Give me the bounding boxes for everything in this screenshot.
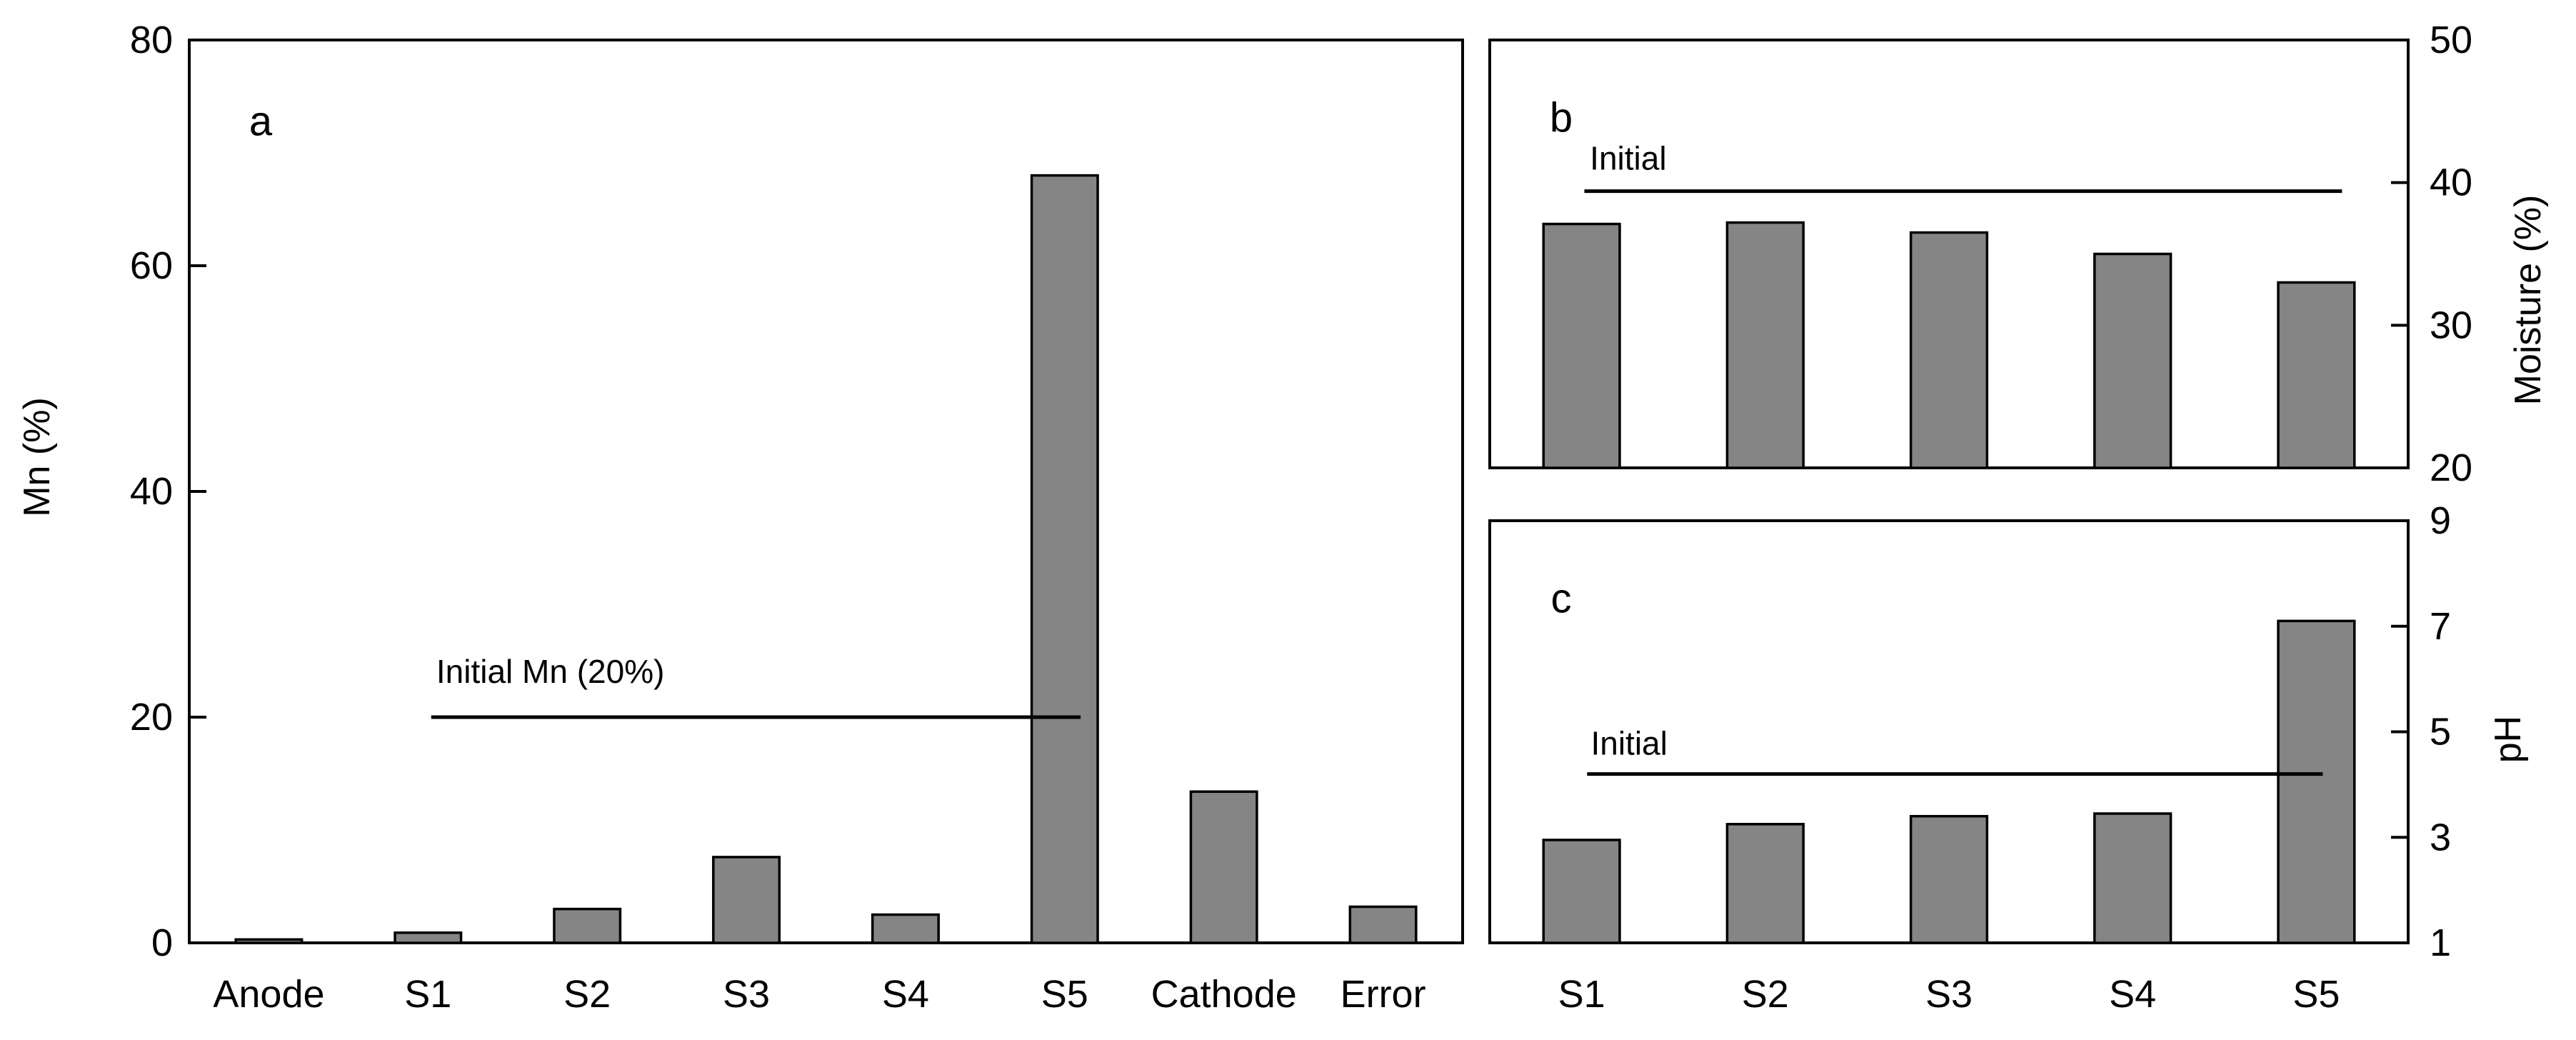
panel-a-category-label: S2 xyxy=(563,973,611,1016)
bar-a-cathode xyxy=(1189,790,1258,944)
panel-a-category-label: S4 xyxy=(882,973,929,1016)
panel-a-ytick-label: 40 xyxy=(130,470,173,513)
bar-a-s4 xyxy=(871,913,940,944)
panel-b-ytick-label: 40 xyxy=(2430,161,2472,204)
panel-c-category-label: S4 xyxy=(2109,973,2156,1016)
panel-c-ytick-label: 7 xyxy=(2430,605,2451,648)
panel-c-category-label: S3 xyxy=(1925,973,1973,1016)
panel-b-axis-title: Moisture (%) xyxy=(2507,195,2549,406)
panel-c-category-label: S1 xyxy=(1558,973,1605,1016)
bar-b-s4 xyxy=(2093,252,2172,469)
panel-a-ytick-label: 0 xyxy=(151,921,173,964)
panel-a-ytick-label: 20 xyxy=(130,696,173,739)
panel-a-ytick-label: 80 xyxy=(130,19,173,61)
panel-a-initial-label: Initial Mn (20%) xyxy=(436,653,665,690)
bar-b-s1 xyxy=(1542,222,1621,469)
panel-a-category-label: S3 xyxy=(723,973,770,1016)
panel-a-axis-title: Mn (%) xyxy=(16,397,58,517)
panel-a-category-label: Anode xyxy=(213,973,324,1016)
panel-c-letter: c xyxy=(1551,576,1572,622)
panel-b-ytick-label: 50 xyxy=(2430,19,2472,61)
bar-a-anode xyxy=(234,938,304,944)
panel-b-ytick-label: 30 xyxy=(2430,304,2472,346)
panel-c-category-label: S5 xyxy=(2292,973,2340,1016)
bar-b-s5 xyxy=(2277,281,2356,469)
panel-a-ytick-label: 60 xyxy=(130,244,173,287)
bar-a-s1 xyxy=(394,931,463,944)
panel-b-ytick-label: 20 xyxy=(2430,446,2472,489)
panel-b-initial-label: Initial xyxy=(1590,140,1666,177)
panel-c-axis-title: pH xyxy=(2487,716,2529,763)
panel-c-ytick-label: 9 xyxy=(2430,499,2451,542)
panel-a-category-label: Error xyxy=(1340,973,1426,1016)
bar-a-s5 xyxy=(1030,174,1099,944)
bar-c-s5 xyxy=(2277,619,2356,944)
bar-c-s3 xyxy=(1909,814,1989,944)
bar-c-s4 xyxy=(2093,812,2172,944)
bar-b-s3 xyxy=(1909,231,1989,469)
bar-a-error xyxy=(1348,905,1418,944)
panel-a-frame xyxy=(188,39,1464,944)
bar-c-s2 xyxy=(1725,823,1805,944)
bar-c-s1 xyxy=(1542,839,1621,944)
panel-a-category-label: S1 xyxy=(404,973,451,1016)
panel-c-category-label: S2 xyxy=(1742,973,1789,1016)
panel-c-ytick-label: 5 xyxy=(2430,711,2451,754)
panel-c-initial-label: Initial xyxy=(1590,725,1667,762)
panel-a-category-label: S5 xyxy=(1041,973,1088,1016)
bar-b-s2 xyxy=(1725,221,1805,469)
panel-b-letter: b xyxy=(1550,95,1573,141)
panel-c-ytick-label: 1 xyxy=(2430,921,2451,964)
panel-a-letter: a xyxy=(249,99,273,145)
bar-a-s2 xyxy=(553,907,622,944)
panel-c-ytick-label: 3 xyxy=(2430,816,2451,859)
panel-a-category-label: Cathode xyxy=(1151,973,1297,1016)
bar-a-s3 xyxy=(712,856,781,944)
